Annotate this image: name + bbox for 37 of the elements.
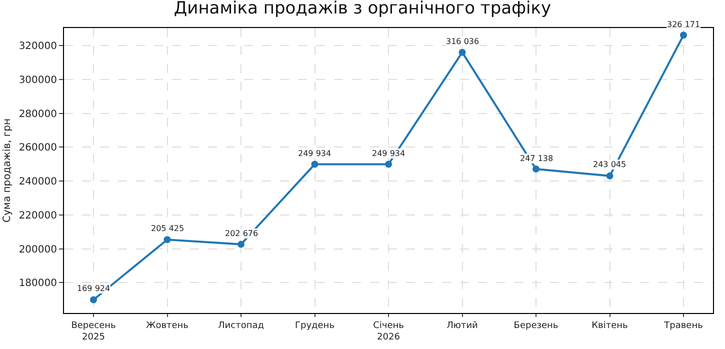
point <box>311 160 318 168</box>
x-tick-label: Січень 2026 <box>373 320 404 342</box>
y-tick-label: 180000 <box>18 278 57 290</box>
data-label: 326 171 <box>667 20 700 29</box>
data-label: 249 934 <box>298 149 332 158</box>
x-tick-label: Лютий <box>446 320 478 331</box>
data-label: 247 138 <box>520 154 554 163</box>
x-tick-label: Березень <box>514 320 558 331</box>
point <box>606 172 614 180</box>
x-tick-label: Листопад <box>218 320 264 331</box>
point <box>458 48 466 56</box>
point <box>680 32 687 39</box>
y-axis-title: Сума продажів, грн <box>2 118 13 222</box>
x-tick-label: Грудень <box>295 320 334 331</box>
point <box>90 296 97 304</box>
point <box>238 240 244 248</box>
x-tick-label: Квітень <box>592 320 628 331</box>
y-tick-label: 300000 <box>18 74 57 86</box>
y-tick-label: 200000 <box>18 244 57 256</box>
data-label: 169 924 <box>77 284 110 293</box>
data-label: 243 045 <box>593 160 626 169</box>
point <box>164 236 171 244</box>
x-tick-label: Травень <box>663 320 703 331</box>
y-tick-label: 320000 <box>18 41 57 52</box>
x-tick-label: Вересень 2025 <box>71 320 116 342</box>
x-tick-label: Жовтень <box>146 320 188 331</box>
chart-title: Динаміка продажів з органічного трафіку <box>174 0 552 19</box>
y-tick-label: 280000 <box>18 108 57 120</box>
point <box>532 166 540 172</box>
y-tick-label: 240000 <box>18 176 57 188</box>
y-tick-label: 260000 <box>18 142 57 154</box>
data-label: 249 934 <box>372 149 406 158</box>
data-label: 202 676 <box>225 229 258 238</box>
data-label: 205 425 <box>151 224 184 233</box>
y-tick-label: 220000 <box>18 210 57 222</box>
point <box>385 160 392 168</box>
data-label: 316 036 <box>446 37 480 46</box>
